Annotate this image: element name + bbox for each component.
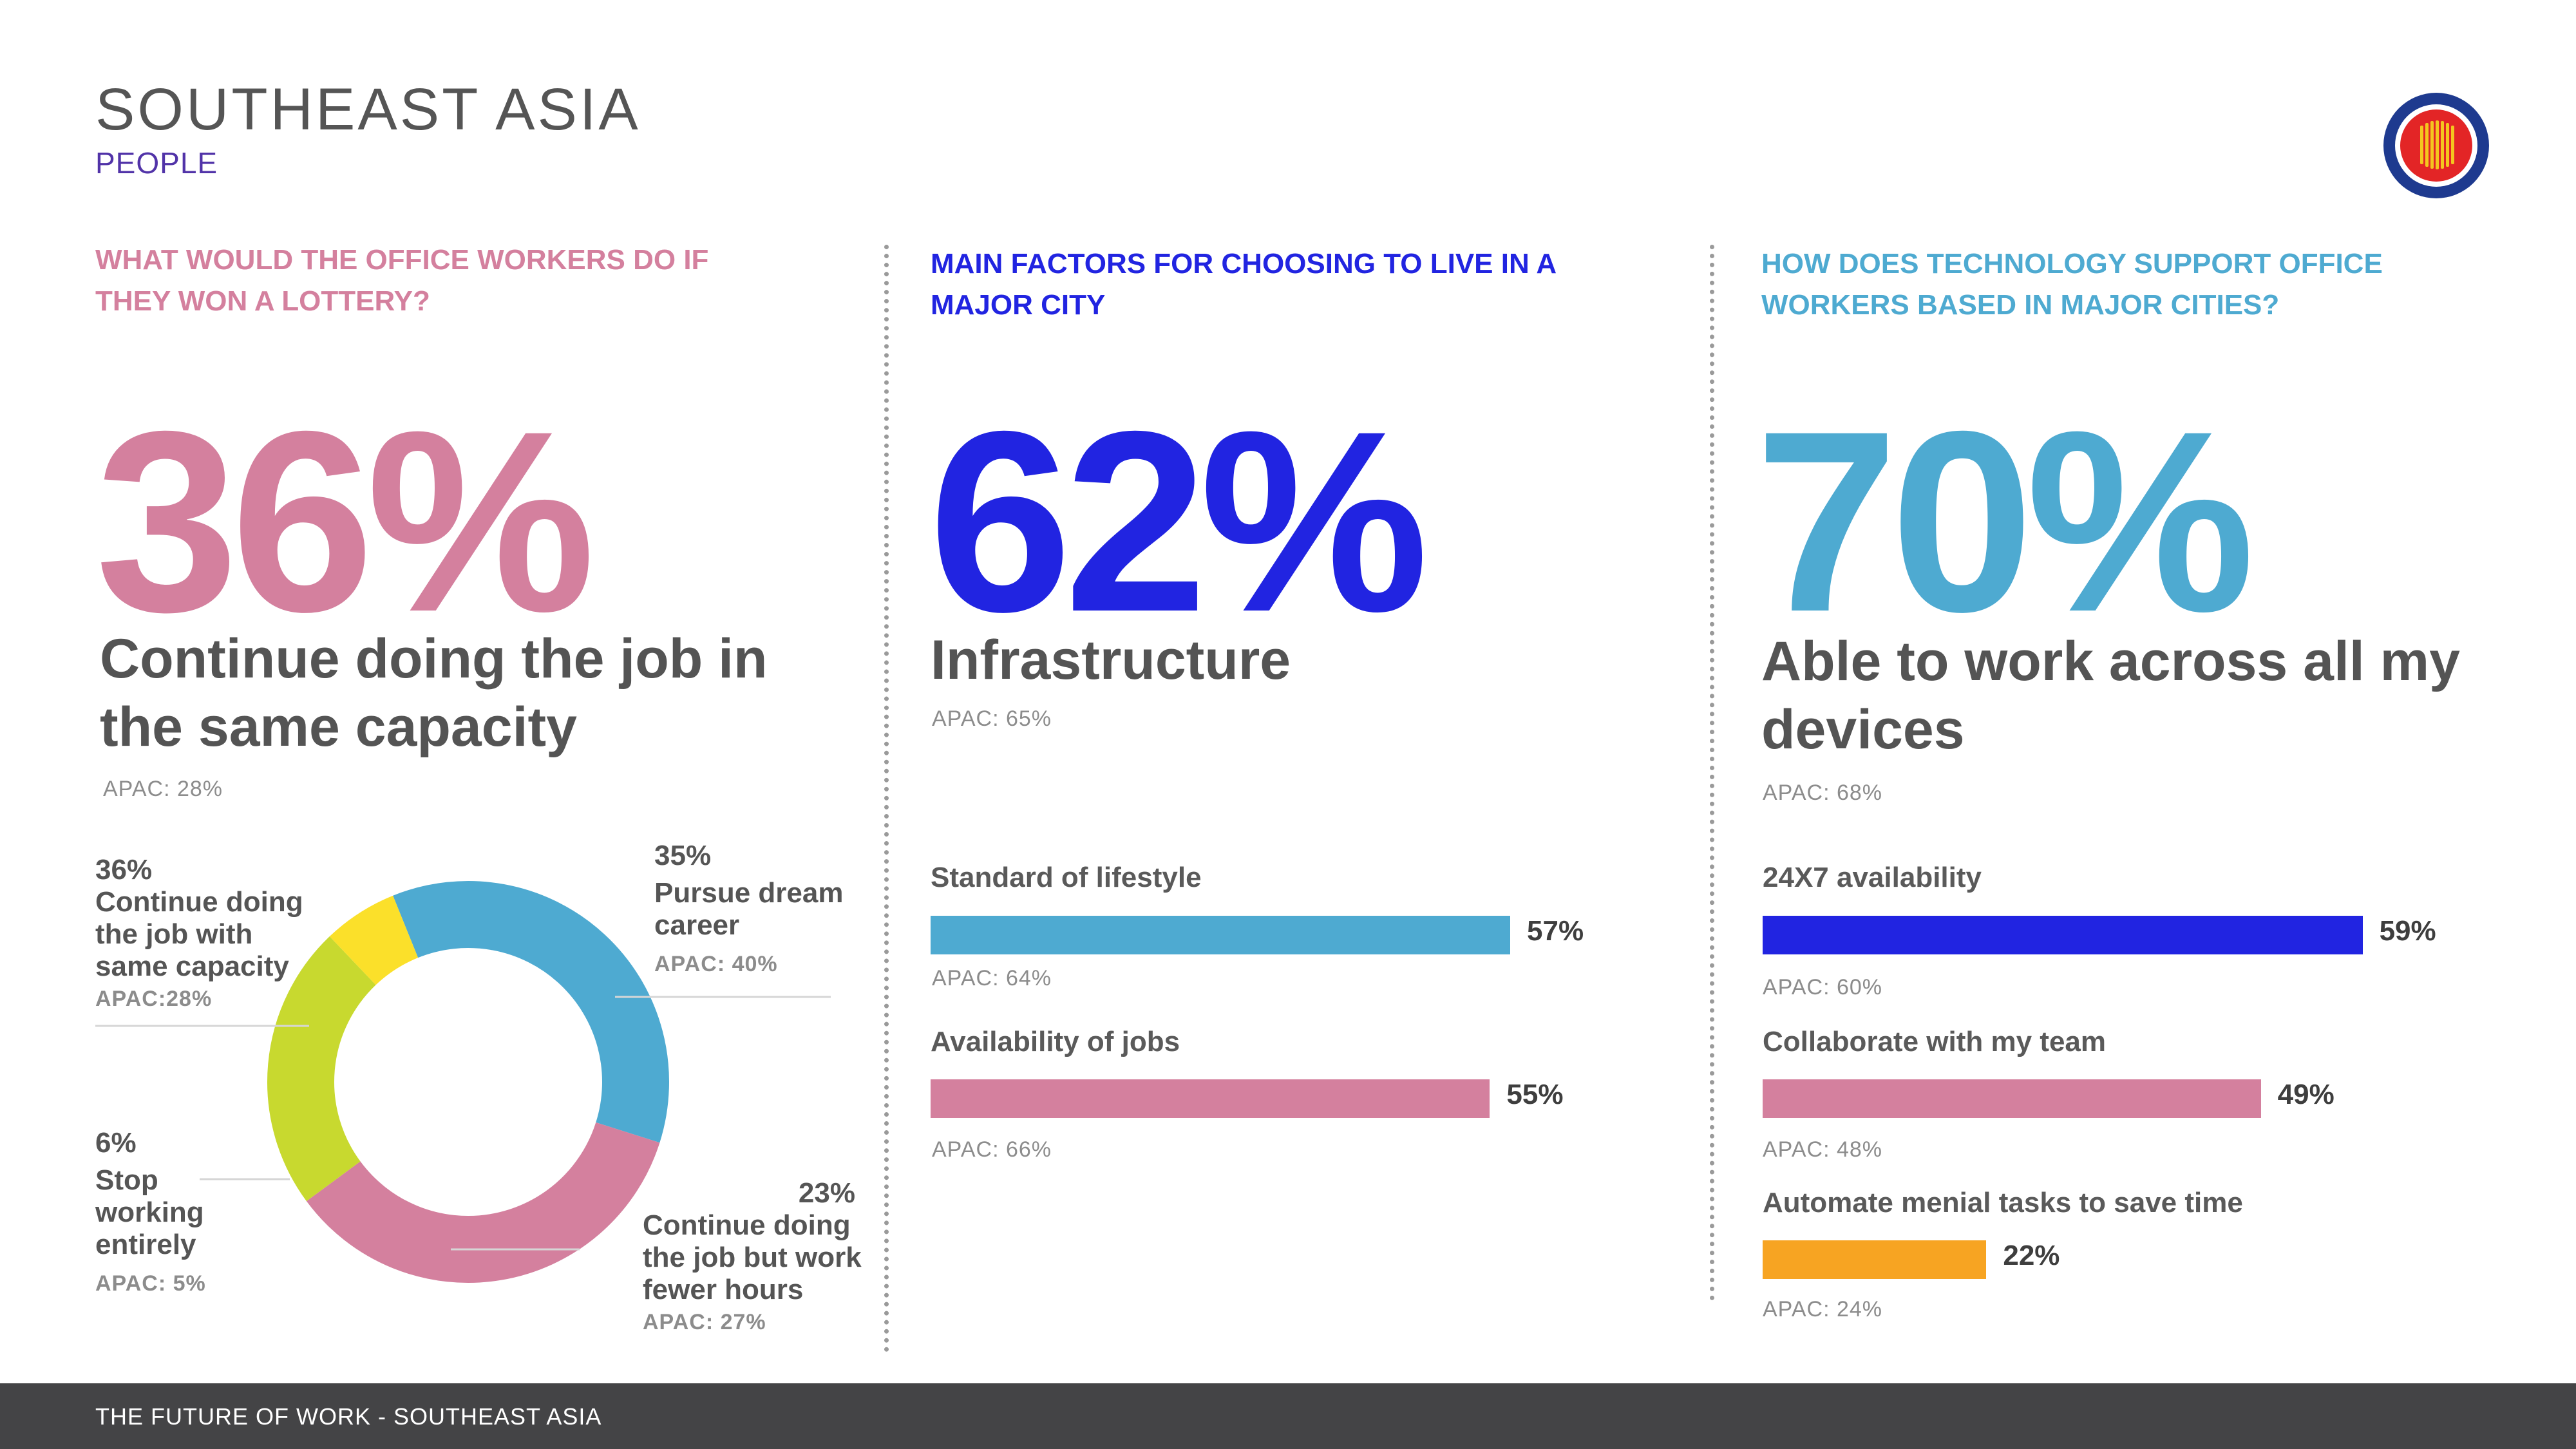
city-question: MAIN FACTORS FOR CHOOSING TO LIVE IN A M…: [931, 248, 1556, 321]
donut-slice-stop-working: [329, 895, 419, 986]
slice-name-line: Stop: [95, 1164, 158, 1196]
lottery-question: WHAT WOULD THE OFFICE WORKERS DO IF THEY…: [95, 244, 709, 317]
slice-name-line: the job but work: [643, 1242, 862, 1273]
lottery-apac: APAC: 28%: [103, 777, 223, 801]
bar-availability-of-jobs: [931, 1079, 1490, 1118]
footer-text: THE FUTURE OF WORK - SOUTHEAST ASIA: [95, 1403, 602, 1430]
lottery-headline: Continue doing the job in the same capac…: [100, 628, 768, 758]
slice-apac: APAC: 5%: [95, 1271, 206, 1296]
slice-name-line: entirely: [95, 1229, 196, 1260]
city-bar-chart: Standard of lifestyle 57% APAC: 64% Avai…: [931, 862, 1671, 1222]
bar-value: 49%: [2277, 1079, 2334, 1110]
slice-apac: APAC: 27%: [643, 1310, 766, 1334]
slice-name-line: Pursue dream: [654, 877, 844, 909]
bar-collaborate-with-my-team: [1763, 1079, 2261, 1118]
slice-name-line: working: [95, 1197, 204, 1228]
slice-label-stop-working: 6% Stop working entirely APAC: 5%: [95, 1127, 263, 1300]
slice-value: 36%: [95, 854, 153, 886]
slice-name-line: Continue doing: [95, 886, 303, 918]
bar-value: 22%: [2003, 1240, 2060, 1271]
column-divider: [1710, 245, 1714, 1301]
tech-big-stat: 70%: [1755, 377, 2255, 665]
bar-standard-of-lifestyle: [931, 916, 1510, 954]
asean-logo: [2383, 93, 2489, 198]
slice-value: 6%: [95, 1127, 137, 1159]
slice-apac: APAC: 40%: [654, 952, 778, 976]
bar-value: 57%: [1527, 915, 1584, 947]
tech-question: HOW DOES TECHNOLOGY SUPPORT OFFICE WORKE…: [1761, 248, 2383, 321]
page-title: SOUTHEAST ASIA: [95, 77, 641, 142]
tech-bar-chart: 24X7 availability 59% APAC: 60% Collabor…: [1763, 862, 2503, 1338]
bar-label: Collaborate with my team: [1763, 1026, 2107, 1057]
bar-automate-menial-tasks: [1763, 1240, 1987, 1279]
lottery-donut-chart: [95, 881, 831, 1283]
footer-bar: [0, 1383, 2576, 1449]
slice-label-fewer-hours: 23% Continue doing the job but work fewe…: [643, 1177, 875, 1338]
city-headline: Infrastructure: [931, 629, 1291, 691]
city-big-stat: 62%: [929, 377, 1429, 665]
slice-label-same-capacity: 36% Continue doing the job with same cap…: [95, 854, 366, 1015]
donut-slice-fewer-hours: [267, 936, 377, 1202]
bar-label: 24X7 availability: [1763, 862, 1982, 893]
slice-apac: APAC:28%: [95, 987, 213, 1011]
bar-24x7-availability: [1763, 916, 2363, 954]
slice-name-line: same capacity: [95, 951, 289, 982]
slice-value: 23%: [798, 1177, 855, 1209]
bar-value: 59%: [2379, 915, 2436, 947]
tech-apac: APAC: 68%: [1763, 781, 1883, 805]
bar-apac: APAC: 24%: [1763, 1297, 1883, 1321]
bar-apac: APAC: 48%: [1763, 1137, 1883, 1162]
bar-label: Standard of lifestyle: [931, 862, 1202, 893]
bar-apac: APAC: 60%: [1763, 975, 1883, 999]
column-divider: [884, 245, 889, 1352]
slice-name-line: the job with: [95, 918, 253, 950]
slice-label-dream-career: 35% Pursue dream career APAC: 40%: [654, 840, 886, 980]
tech-headline: Able to work across all my devices: [1761, 630, 2460, 761]
donut-slice-dream-career: [306, 1122, 660, 1283]
bar-value: 55%: [1506, 1079, 1564, 1110]
bar-apac: APAC: 66%: [932, 1137, 1052, 1162]
city-apac: APAC: 65%: [932, 706, 1052, 731]
lottery-big-stat: 36%: [95, 377, 596, 665]
bar-label: Availability of jobs: [931, 1026, 1180, 1057]
bar-label: Automate menial tasks to save time: [1763, 1187, 2243, 1218]
bar-apac: APAC: 64%: [932, 966, 1052, 990]
donut-slice-same-capacity: [393, 881, 669, 1143]
slice-name-line: Continue doing: [643, 1209, 851, 1241]
slice-name-line: career: [654, 909, 740, 941]
page-subtitle: PEOPLE: [95, 146, 218, 180]
slice-name-line: fewer hours: [643, 1274, 804, 1305]
slice-value: 35%: [654, 840, 712, 871]
